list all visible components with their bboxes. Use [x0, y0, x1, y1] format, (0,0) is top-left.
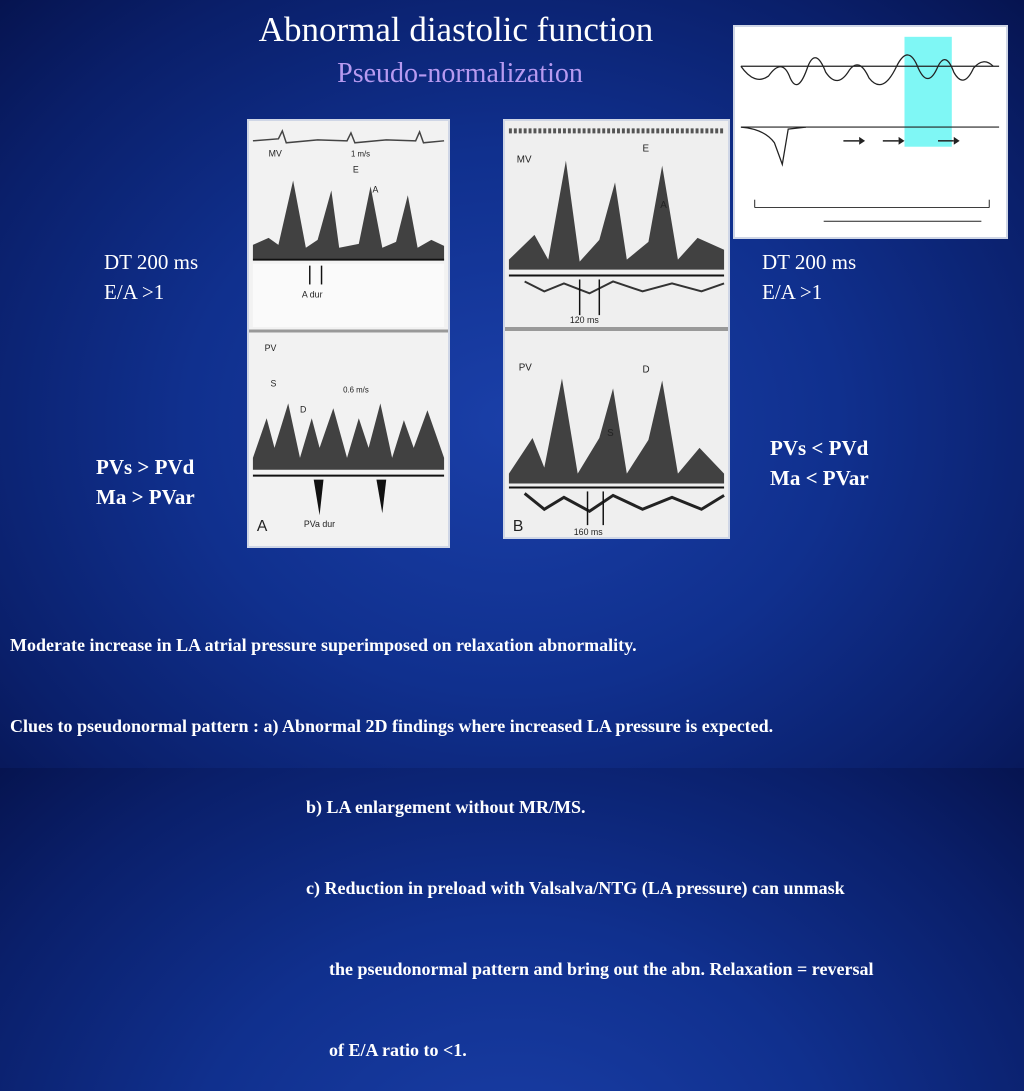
right-ea-line2: E/A >1 — [762, 280, 823, 304]
slide-subtitle: Pseudo-normalization — [337, 58, 583, 89]
a-mv-label: MV — [269, 149, 282, 159]
inset-highlight — [904, 36, 952, 147]
a-mv-scale: 1 m/s — [351, 150, 370, 159]
a-s-label: S — [271, 378, 277, 388]
slide-title: Abnormal diastolic function — [258, 10, 654, 49]
b-e-label: E — [643, 144, 650, 155]
doppler-panel-a: MV 1 m/s E A A dur PV S D 0.6 m/s PVa du… — [247, 119, 450, 548]
b-panel-letter: B — [513, 518, 523, 535]
a-e-label: E — [353, 164, 359, 174]
body-line-6: of E/A ratio to <1. — [329, 1040, 467, 1060]
a-pv-label: PV — [265, 343, 277, 353]
right-dt-line1: DT 200 ms — [762, 250, 857, 274]
left-pv-line2: Ma > PVar — [96, 485, 195, 509]
b-s-label: S — [607, 428, 614, 439]
doppler-panel-a-figure: MV 1 m/s E A A dur PV S D 0.6 m/s PVa du… — [249, 121, 448, 546]
body-line-4: c) Reduction in preload with Valsalva/NT… — [306, 878, 845, 898]
body-line-2: Clues to pseudonormal pattern : a) Abnor… — [10, 716, 774, 736]
body-line-1: Moderate increase in LA atrial pressure … — [10, 635, 637, 655]
a-panel-letter: A — [257, 518, 268, 535]
right-pv-line1: PVs < PVd — [770, 436, 869, 460]
right-dt-label: DT 200 ms E/A >1 — [762, 247, 856, 307]
left-dt-label: DT 200 ms E/A >1 — [104, 247, 198, 307]
a-adur-label: A dur — [302, 289, 323, 299]
body-line-3: b) LA enlargement without MR/MS. — [306, 797, 586, 817]
right-pv-label: PVs < PVd Ma < PVar — [770, 433, 869, 493]
inset-figure — [735, 27, 1006, 237]
left-pv-line1: PVs > PVd — [96, 455, 195, 479]
a-a-label: A — [373, 184, 379, 194]
a-pv-scale: 0.6 m/s — [343, 385, 369, 394]
left-pv-label: PVs > PVd Ma > PVar — [96, 452, 195, 512]
relaxation-inset-diagram — [733, 25, 1008, 239]
a-pvadur-label: PVa dur — [304, 519, 335, 529]
b-d-label: D — [643, 365, 650, 376]
b-pv-label: PV — [519, 363, 533, 374]
b-a-label: A — [660, 200, 667, 211]
body-line-5: the pseudonormal pattern and bring out t… — [329, 959, 874, 979]
doppler-panel-b: MV E A 120 ms PV D S 160 ms B — [503, 119, 730, 539]
left-dt-line1: DT 200 ms — [104, 250, 199, 274]
right-pv-line2: Ma < PVar — [770, 466, 869, 490]
b-160ms-label: 160 ms — [574, 527, 604, 537]
body-text-block: Moderate increase in LA atrial pressure … — [10, 578, 873, 1091]
b-mv-label: MV — [517, 155, 532, 166]
b-120ms-label: 120 ms — [570, 315, 600, 325]
doppler-panel-b-figure: MV E A 120 ms PV D S 160 ms B — [505, 121, 728, 537]
a-d-label: D — [300, 404, 306, 414]
left-ea-line2: E/A >1 — [104, 280, 165, 304]
